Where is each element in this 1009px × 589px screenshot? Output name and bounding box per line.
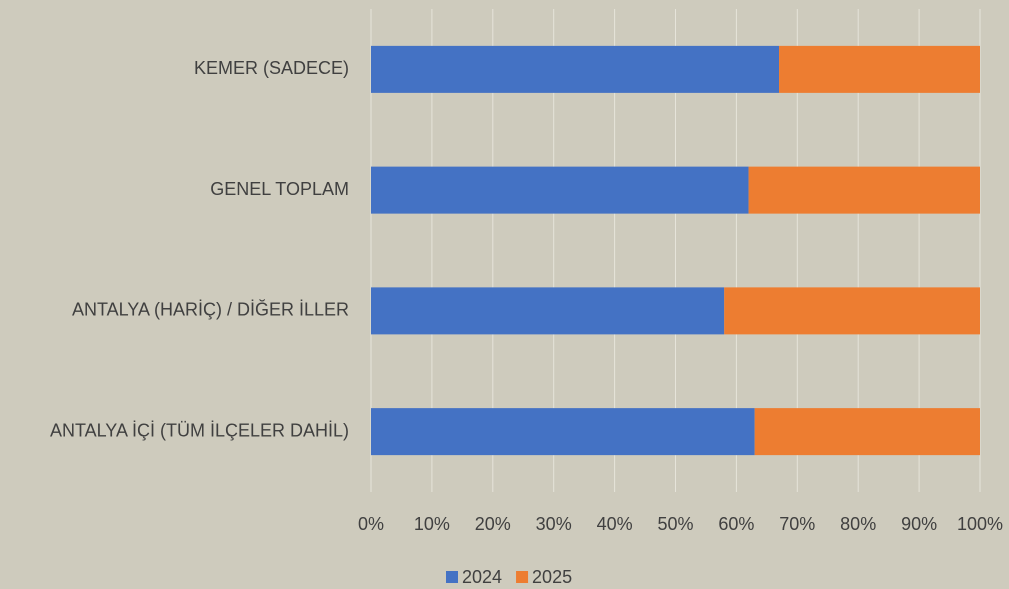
bar-segment [371,166,749,214]
y-tick-label: ANTALYA (HARİÇ) / DİĞER İLLER [72,299,349,320]
x-tick-label: 0% [358,514,384,534]
y-tick-label: ANTALYA İÇİ (TÜM İLÇELER DAHİL) [50,420,349,440]
y-tick-label: KEMER (SADECE) [194,58,349,78]
bar-segment [748,166,980,214]
x-tick-label: 70% [779,514,815,534]
legend-swatch [446,571,458,583]
legend-label: 2024 [462,567,502,587]
bar-segment [371,45,780,93]
bar-segment [779,45,980,93]
bar-segment [724,287,980,335]
x-tick-label: 100% [957,514,1003,534]
x-tick-label: 40% [597,514,633,534]
x-tick-label: 10% [414,514,450,534]
x-tick-label: 80% [840,514,876,534]
bar-segment [371,287,725,335]
bar-segment [371,408,755,456]
x-tick-label: 90% [901,514,937,534]
x-tick-label: 60% [718,514,754,534]
bar-segment [754,408,980,456]
x-tick-label: 30% [536,514,572,534]
x-tick-label: 50% [657,514,693,534]
y-tick-label: GENEL TOPLAM [210,179,349,199]
x-tick-label: 20% [475,514,511,534]
legend-label: 2025 [532,567,572,587]
legend-swatch [516,571,529,583]
